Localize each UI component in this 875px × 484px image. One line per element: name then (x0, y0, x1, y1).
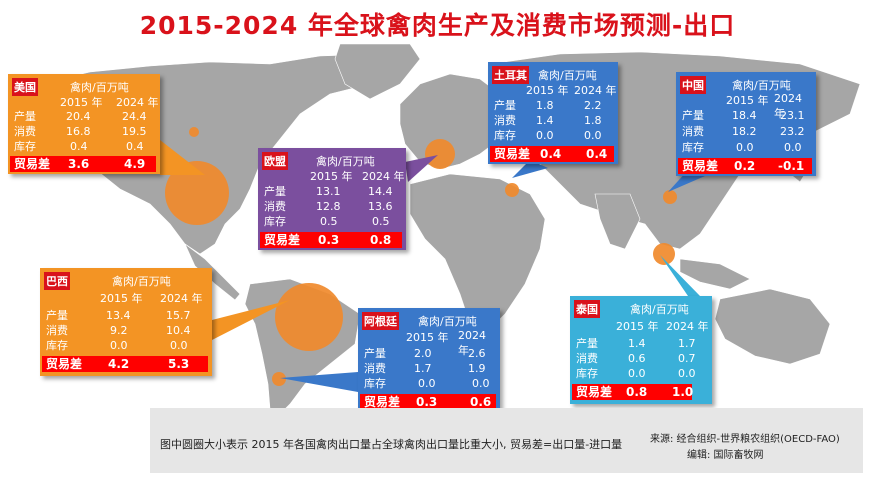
thailand-callout: 泰国 禽肉/百万吨 2015 年 2024 年 产量 1.4 1.7 消费 0.… (570, 296, 712, 404)
argentina-export-bubble (272, 372, 286, 386)
southeast-asia-landmass (679, 258, 751, 290)
usa-connector (160, 140, 205, 175)
stock-row: 库存 0.4 0.4 (14, 140, 144, 153)
production-row: 产量 1.4 1.7 (576, 337, 696, 350)
brazil-connector (212, 300, 290, 340)
unit-label: 禽肉/百万吨 (538, 69, 597, 82)
production-row: 产量 1.8 2.2 (494, 99, 602, 112)
stock-row: 库存 0.0 0.0 (682, 141, 802, 154)
unit-label: 禽肉/百万吨 (630, 303, 689, 316)
unit-label: 禽肉/百万吨 (112, 275, 171, 288)
editor-text: 编辑: 国际畜牧网 (687, 450, 764, 461)
consumption-row: 消费 16.8 19.5 (14, 125, 147, 138)
year-2024: 2024 年 (116, 96, 159, 109)
eu-export-bubble (425, 139, 455, 169)
stock-row: 库存 0.0 0.0 (364, 377, 490, 390)
footer-note: 图中圆圈大小表示 2015 年各国禽肉出口量占全球禽肉出口量比重大小, 贸易差=… (160, 438, 623, 451)
china-export-bubble (663, 190, 677, 204)
year-2024: 2024 年 (574, 84, 617, 97)
country-name: 欧盟 (262, 152, 288, 170)
production-row: 产量 18.4 23.1 (682, 109, 805, 122)
year-2015: 2015 年 (526, 84, 569, 97)
trade-row: 贸易差 0.3 0.6 (360, 394, 496, 410)
country-name: 美国 (12, 78, 38, 96)
country-name: 巴西 (44, 272, 70, 290)
year-2024: 2024 年 (774, 92, 802, 120)
trade-row: 贸易差 3.6 4.9 (10, 156, 156, 172)
usa-callout: 美国 禽肉/百万吨 2015 年 2024 年 产量 20.4 24.4 消费 … (8, 74, 160, 174)
greenland-landmass (334, 44, 421, 100)
year-2015: 2015 年 (616, 320, 659, 333)
production-row: 产量 13.1 14.4 (264, 185, 393, 198)
year-2024: 2024 年 (458, 329, 486, 357)
trade-row: 贸易差 0.8 1.0 (572, 384, 693, 400)
year-2024: 2024 年 (362, 170, 405, 183)
year-2024: 2024 年 (160, 292, 203, 305)
unit-label: 禽肉/百万吨 (732, 79, 791, 92)
production-row: 产量 20.4 24.4 (14, 110, 147, 123)
eu-connector (405, 155, 438, 182)
unit-label: 禽肉/百万吨 (316, 155, 375, 168)
argentina-callout: 阿根廷 禽肉/百万吨 2015 年 2024 年 产量 2.0 2.6 消费 1… (358, 308, 500, 412)
brazil-callout: 巴西 禽肉/百万吨 2015 年 2024 年 产量 13.4 15.7 消费 … (40, 268, 212, 376)
consumption-row: 消费 1.7 1.9 (364, 362, 486, 375)
china-callout: 中国 禽肉/百万吨 2015 年 2024 年 产量 18.4 23.1 消费 … (676, 72, 816, 176)
year-2015: 2015 年 (406, 331, 449, 344)
year-2015: 2015 年 (310, 170, 353, 183)
country-name: 中国 (680, 76, 706, 94)
stock-row: 库存 0.0 0.0 (46, 339, 188, 352)
year-2015: 2015 年 (100, 292, 143, 305)
india-landmass (594, 193, 641, 250)
unit-label: 禽肉/百万吨 (418, 315, 477, 328)
trade-row: 贸易差 0.4 0.4 (490, 146, 614, 162)
trade-row: 贸易差 4.2 5.3 (42, 356, 208, 372)
turkey-callout: 土耳其 禽肉/百万吨 2015 年 2024 年 产量 1.8 2.2 消费 1… (488, 62, 618, 164)
consumption-row: 消费 0.6 0.7 (576, 352, 696, 365)
australia-landmass (714, 288, 831, 365)
consumption-row: 消费 18.2 23.2 (682, 125, 805, 138)
production-row: 产量 2.0 2.6 (364, 347, 486, 360)
consumption-row: 消费 9.2 10.4 (46, 324, 191, 337)
stock-row: 库存 0.0 0.0 (494, 129, 602, 142)
year-2024: 2024 年 (666, 320, 709, 333)
thailand-export-bubble (653, 243, 675, 265)
thailand-connector (660, 255, 700, 296)
trade-row: 贸易差 0.3 0.8 (260, 232, 402, 248)
turkey-export-bubble (505, 183, 519, 197)
production-row: 产量 13.4 15.7 (46, 309, 191, 322)
unit-label: 禽肉/百万吨 (70, 81, 129, 94)
turkey-connector (512, 160, 548, 178)
year-2015: 2015 年 (726, 94, 769, 107)
brazil-export-bubble (275, 283, 343, 351)
footer-note-box: 图中圆圈大小表示 2015 年各国禽肉出口量占全球禽肉出口量比重大小, 贸易差=… (150, 408, 863, 473)
argentina-connector (280, 372, 358, 392)
stock-row: 库存 0.5 0.5 (264, 215, 390, 228)
stock-row: 库存 0.0 0.0 (576, 367, 696, 380)
country-name: 泰国 (574, 300, 600, 318)
year-2015: 2015 年 (60, 96, 103, 109)
consumption-row: 消费 1.4 1.8 (494, 114, 602, 127)
country-name: 土耳其 (492, 66, 529, 84)
usa-small-bubble (189, 127, 199, 137)
page-title: 2015-2024 年全球禽肉生产及消费市场预测-出口 (139, 11, 736, 40)
consumption-row: 消费 12.8 13.6 (264, 200, 393, 213)
eu-callout: 欧盟 禽肉/百万吨 2015 年 2024 年 产量 13.1 14.4 消费 … (258, 148, 406, 250)
country-name: 阿根廷 (362, 312, 399, 330)
trade-row: 贸易差 0.2 -0.1 (678, 158, 812, 174)
source-text: 来源: 经合组织-世界粮农组织(OECD-FAO) (650, 434, 840, 445)
